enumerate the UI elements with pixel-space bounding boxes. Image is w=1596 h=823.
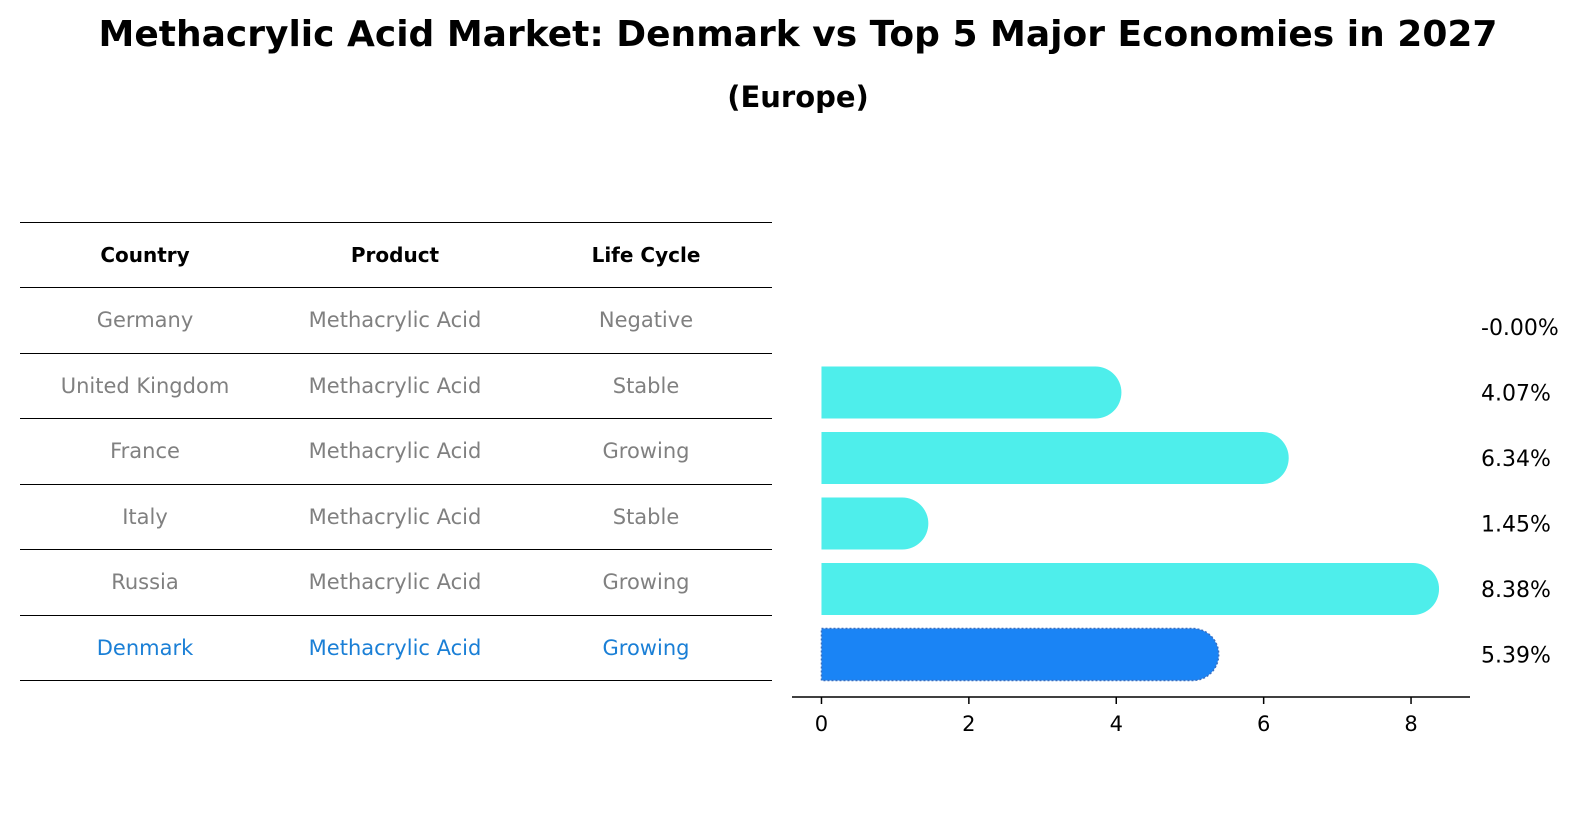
table-row: France Methacrylic Acid Growing — [20, 418, 772, 484]
cell-country: Russia — [111, 570, 179, 594]
bar — [821, 432, 1289, 484]
table-rule — [20, 287, 772, 288]
cell-life-cycle: Stable — [612, 374, 680, 398]
table-row: United Kingdom Methacrylic Acid Stable — [20, 353, 772, 419]
cell-product: Methacrylic Acid — [308, 374, 482, 398]
value-label: 4.07% — [1481, 382, 1551, 407]
bar — [821, 563, 1440, 615]
value-label: 8.38% — [1481, 578, 1551, 603]
cell-country: Denmark — [96, 636, 194, 660]
cell-product: Methacrylic Acid — [308, 308, 482, 332]
table-rule — [20, 353, 772, 354]
cell-product: Methacrylic Acid — [308, 570, 482, 594]
cell-life-cycle: Growing — [602, 636, 690, 660]
cell-country: Germany — [96, 308, 194, 332]
table-rule — [20, 549, 772, 550]
table-row: Russia Methacrylic Acid Growing — [20, 549, 772, 615]
cell-life-cycle: Negative — [598, 308, 694, 332]
cell-product: Methacrylic Acid — [308, 439, 482, 463]
cell-product: Methacrylic Acid — [308, 636, 482, 660]
chart-title: Methacrylic Acid Market: Denmark vs Top … — [98, 14, 1498, 55]
table-rule — [20, 680, 772, 681]
table-rule — [20, 418, 772, 419]
header-country: Country — [100, 243, 190, 267]
cell-life-cycle: Growing — [602, 570, 690, 594]
value-label: 5.39% — [1481, 644, 1551, 669]
table-rule — [20, 222, 772, 223]
x-tick-label: 6 — [1257, 712, 1270, 736]
x-tick-label: 4 — [1110, 712, 1123, 736]
table-row: Germany Methacrylic Acid Negative — [20, 287, 772, 353]
cell-life-cycle: Stable — [612, 505, 680, 529]
bar — [821, 497, 929, 550]
value-label: -0.00% — [1481, 316, 1559, 341]
table-rule — [20, 615, 772, 616]
cell-life-cycle: Growing — [602, 439, 690, 463]
bar-highlight — [820, 627, 1220, 682]
table-header-row: Country Product Life Cycle — [20, 222, 772, 288]
x-tick-label: 0 — [815, 712, 828, 736]
table-row-highlight: Denmark Methacrylic Acid Growing — [20, 615, 772, 681]
table-row: Italy Methacrylic Acid Stable — [20, 484, 772, 550]
x-tick-label: 8 — [1404, 712, 1417, 736]
bar — [821, 366, 1122, 419]
header-life-cycle: Life Cycle — [591, 243, 701, 267]
header-product: Product — [350, 243, 440, 267]
table-rule — [20, 484, 772, 485]
cell-product: Methacrylic Acid — [308, 505, 482, 529]
cell-country: France — [110, 439, 180, 463]
cell-country: Italy — [122, 505, 168, 529]
value-label: 1.45% — [1481, 513, 1551, 538]
chart-subtitle: (Europe) — [727, 80, 869, 114]
value-label: 6.34% — [1481, 447, 1551, 472]
x-tick-label: 2 — [962, 712, 975, 736]
cell-country: United Kingdom — [60, 374, 230, 398]
